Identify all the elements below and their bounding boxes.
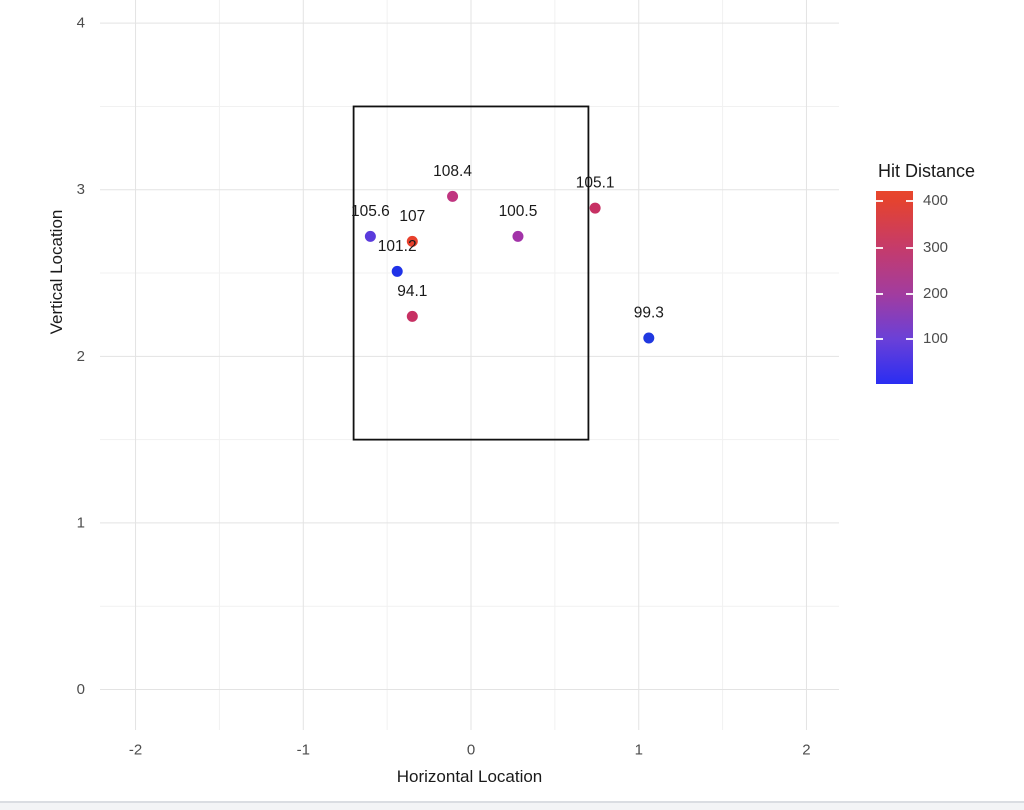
legend-tick-mark xyxy=(906,293,913,296)
data-point xyxy=(643,332,655,344)
x-tick-label: 0 xyxy=(467,742,475,759)
point-label: 108.4 xyxy=(433,163,472,180)
y-tick-label: 0 xyxy=(77,681,85,698)
y-tick-label: 4 xyxy=(77,15,85,32)
legend-title: Hit Distance xyxy=(878,161,976,181)
legend-tick-mark xyxy=(906,246,913,249)
point-label: 105.1 xyxy=(576,175,615,192)
point-label: 105.6 xyxy=(351,203,390,220)
x-tick-label: -1 xyxy=(297,742,310,759)
point-label: 100.5 xyxy=(499,203,538,220)
point-label: 94.1 xyxy=(397,283,427,300)
bottom-scrollbar-track[interactable] xyxy=(0,801,1024,810)
y-tick-label: 1 xyxy=(77,514,85,531)
point-label: 99.3 xyxy=(634,305,664,322)
legend-gradient-bar xyxy=(876,191,913,384)
legend-tick-mark xyxy=(906,338,913,341)
point-label: 101.2 xyxy=(378,238,417,255)
data-point xyxy=(406,235,418,247)
x-tick-label: 1 xyxy=(635,742,643,759)
legend-tick-mark xyxy=(876,200,883,203)
y-tick-label: 3 xyxy=(77,181,85,198)
legend-tick-label: 300 xyxy=(923,238,949,256)
legend: Hit Distance 400 300 200 100 xyxy=(868,161,1024,384)
x-tick-label: -2 xyxy=(129,742,142,759)
data-point xyxy=(364,230,376,242)
legend-tick-mark xyxy=(876,293,883,296)
legend-tick-label: 200 xyxy=(923,285,949,303)
point-label: 107 xyxy=(399,208,425,225)
data-point xyxy=(406,310,418,322)
data-point xyxy=(447,190,459,202)
y-axis-title: Vertical Location xyxy=(47,209,66,335)
legend-tick-mark xyxy=(906,200,913,203)
data-point xyxy=(512,230,524,242)
y-tick-label: 2 xyxy=(77,348,85,365)
strike-zone-rect xyxy=(352,105,590,441)
legend-tick-mark xyxy=(876,246,883,249)
x-tick-label: 2 xyxy=(802,742,810,759)
data-point xyxy=(391,265,403,277)
legend-tick-label: 400 xyxy=(923,192,949,210)
x-axis-title: Horizontal Location xyxy=(396,767,543,786)
legend-tick-mark xyxy=(876,338,883,341)
legend-tick-label: 100 xyxy=(923,330,949,348)
data-point xyxy=(589,202,601,214)
legend-body: 400 300 200 100 xyxy=(868,191,1024,384)
